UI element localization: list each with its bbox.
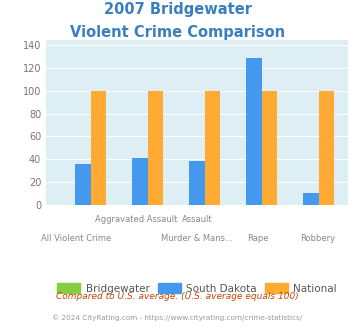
Text: © 2024 CityRating.com - https://www.cityrating.com/crime-statistics/: © 2024 CityRating.com - https://www.city… bbox=[53, 314, 302, 321]
Bar bbox=[91, 91, 106, 205]
Bar bbox=[132, 158, 148, 205]
Legend: Bridgewater, South Dakota, National: Bridgewater, South Dakota, National bbox=[53, 279, 341, 298]
Text: 2007 Bridgewater: 2007 Bridgewater bbox=[104, 2, 251, 16]
Bar bbox=[262, 91, 277, 205]
Bar bbox=[319, 91, 334, 205]
Text: Aggravated Assault: Aggravated Assault bbox=[95, 214, 178, 223]
Text: Murder & Mans...: Murder & Mans... bbox=[161, 234, 233, 243]
Bar bbox=[75, 164, 91, 205]
Text: All Violent Crime: All Violent Crime bbox=[41, 234, 111, 243]
Text: Compared to U.S. average. (U.S. average equals 100): Compared to U.S. average. (U.S. average … bbox=[56, 292, 299, 301]
Text: Rape: Rape bbox=[247, 234, 268, 243]
Bar bbox=[205, 91, 220, 205]
Bar bbox=[246, 58, 262, 205]
Bar bbox=[189, 161, 205, 205]
Bar bbox=[304, 193, 319, 205]
Text: Violent Crime Comparison: Violent Crime Comparison bbox=[70, 25, 285, 40]
Text: Robbery: Robbery bbox=[300, 234, 335, 243]
Bar bbox=[148, 91, 163, 205]
Text: Assault: Assault bbox=[182, 214, 212, 223]
